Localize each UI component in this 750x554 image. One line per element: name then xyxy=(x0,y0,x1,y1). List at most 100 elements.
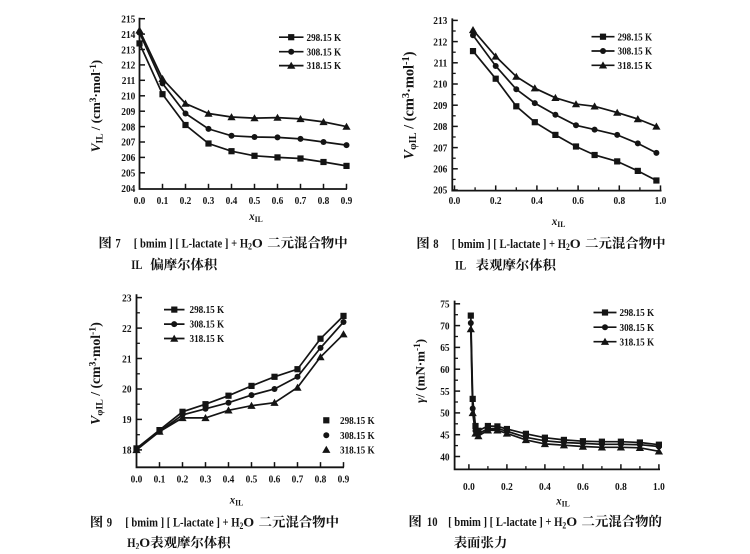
svg-text:318.15 K: 318.15 K xyxy=(618,60,653,72)
svg-text:211: 211 xyxy=(122,75,136,87)
svg-text:O: O xyxy=(243,516,254,530)
svg-text:0.3: 0.3 xyxy=(200,473,212,485)
svg-text:0.9: 0.9 xyxy=(341,195,353,207)
svg-text:206: 206 xyxy=(121,152,135,164)
svg-text:0.4: 0.4 xyxy=(223,473,235,485)
svg-text:0.0: 0.0 xyxy=(134,195,146,207)
svg-text:204: 204 xyxy=(121,183,135,195)
svg-text:205: 205 xyxy=(121,168,135,180)
svg-text:298.15 K: 298.15 K xyxy=(307,32,342,44)
svg-text:205: 205 xyxy=(433,185,447,197)
svg-text:0.4: 0.4 xyxy=(226,195,238,207)
svg-text:IL: IL xyxy=(562,499,571,508)
svg-text:298.15 K: 298.15 K xyxy=(190,304,225,316)
svg-text:215: 215 xyxy=(121,13,135,25)
svg-text:50: 50 xyxy=(440,408,450,420)
svg-text:O: O xyxy=(570,237,581,251)
svg-text:22: 22 xyxy=(122,323,132,335)
svg-text:0.2: 0.2 xyxy=(501,481,513,493)
svg-text:[ bmim ] [ L-lactate ] + H: [ bmim ] [ L-lactate ] + H xyxy=(134,236,249,250)
svg-text:207: 207 xyxy=(433,142,447,154)
svg-text:19: 19 xyxy=(122,414,132,426)
svg-text:x: x xyxy=(248,211,255,223)
svg-text:0.6: 0.6 xyxy=(269,473,281,485)
svg-text:318.15 K: 318.15 K xyxy=(307,60,342,72)
svg-text:40: 40 xyxy=(440,451,450,463)
svg-text:209: 209 xyxy=(433,100,447,112)
svg-text:9: 9 xyxy=(107,516,112,530)
svg-text:[ bmim ] [ L-lactate ] + H: [ bmim ] [ L-lactate ] + H xyxy=(125,516,240,530)
svg-text:308.15 K: 308.15 K xyxy=(190,319,225,331)
svg-text:207: 207 xyxy=(121,137,135,149)
svg-text:212: 212 xyxy=(433,36,447,48)
svg-text:298.15 K: 298.15 K xyxy=(618,31,653,43)
svg-text:O: O xyxy=(566,515,577,529)
svg-text:2: 2 xyxy=(239,521,243,531)
svg-text:0.8: 0.8 xyxy=(613,195,625,207)
svg-text:[ bmim ] [ L-lactate ] + H: [ bmim ] [ L-lactate ] + H xyxy=(452,237,567,251)
svg-text:55: 55 xyxy=(440,386,450,398)
svg-text:213: 213 xyxy=(121,44,135,56)
svg-text:206: 206 xyxy=(433,164,447,176)
svg-text:VφIL / (cm3·mol-1): VφIL / (cm3·mol-1) xyxy=(401,51,419,159)
svg-text:0.6: 0.6 xyxy=(577,481,589,493)
svg-text:318.15 K: 318.15 K xyxy=(340,444,375,456)
svg-text:O: O xyxy=(252,236,263,250)
svg-text:0.8: 0.8 xyxy=(615,481,627,493)
svg-text:0.3: 0.3 xyxy=(203,195,215,207)
svg-text:1.0: 1.0 xyxy=(653,481,665,493)
svg-text:x: x xyxy=(551,216,558,228)
svg-text:308.15 K: 308.15 K xyxy=(618,46,653,58)
svg-text:18: 18 xyxy=(122,445,132,457)
svg-text:208: 208 xyxy=(433,121,447,133)
svg-text:IL: IL xyxy=(557,220,566,229)
svg-text:0.0: 0.0 xyxy=(131,473,143,485)
svg-text:318.15 K: 318.15 K xyxy=(190,333,225,345)
svg-text:308.15 K: 308.15 K xyxy=(620,322,655,334)
svg-text:308.15 K: 308.15 K xyxy=(340,430,375,442)
svg-text:0.8: 0.8 xyxy=(318,195,330,207)
svg-text:21: 21 xyxy=(122,353,131,365)
svg-text:70: 70 xyxy=(440,320,450,332)
svg-text:0.4: 0.4 xyxy=(539,481,551,493)
svg-text:318.15 K: 318.15 K xyxy=(620,336,655,348)
svg-text:0.2: 0.2 xyxy=(490,195,502,207)
svg-text:1.0: 1.0 xyxy=(655,195,667,207)
svg-text:208: 208 xyxy=(121,121,135,133)
svg-text:7: 7 xyxy=(115,236,120,250)
svg-text:0.1: 0.1 xyxy=(157,195,169,207)
svg-text:8: 8 xyxy=(433,237,438,251)
svg-text:IL: IL xyxy=(455,259,466,273)
svg-text:210: 210 xyxy=(433,79,447,91)
svg-text:0.5: 0.5 xyxy=(246,473,258,485)
svg-text:298.15 K: 298.15 K xyxy=(340,415,375,427)
svg-text:65: 65 xyxy=(440,342,450,354)
svg-text:75: 75 xyxy=(440,299,450,311)
svg-text:209: 209 xyxy=(121,106,135,118)
svg-text:0.6: 0.6 xyxy=(272,195,284,207)
svg-text:H: H xyxy=(127,536,135,549)
svg-text:0.6: 0.6 xyxy=(572,195,584,207)
svg-text:0.9: 0.9 xyxy=(338,473,350,485)
svg-text:0.7: 0.7 xyxy=(295,195,307,207)
svg-text:10: 10 xyxy=(427,515,438,529)
svg-text:45: 45 xyxy=(440,429,450,441)
svg-text:211: 211 xyxy=(434,58,448,70)
svg-text:x: x xyxy=(229,494,236,506)
svg-text:212: 212 xyxy=(121,60,135,72)
svg-text:2: 2 xyxy=(248,242,252,252)
svg-text:0.7: 0.7 xyxy=(292,473,304,485)
svg-text:x: x xyxy=(555,495,562,507)
svg-text:210: 210 xyxy=(121,90,135,102)
svg-text:2: 2 xyxy=(135,541,139,549)
svg-text:0.5: 0.5 xyxy=(249,195,261,207)
svg-text:[ bmim ] [ L-lactate ] + H: [ bmim ] [ L-lactate ] + H xyxy=(448,515,563,529)
svg-text:2: 2 xyxy=(566,242,570,252)
svg-text:213: 213 xyxy=(433,15,447,27)
svg-text:0.0: 0.0 xyxy=(449,195,461,207)
svg-text:VφIL / (cm3·mol-1): VφIL / (cm3·mol-1) xyxy=(88,322,106,425)
svg-text:γ/ (mN·m-1): γ/ (mN·m-1) xyxy=(412,339,427,403)
svg-text:0.2: 0.2 xyxy=(180,195,192,207)
svg-text:2: 2 xyxy=(562,520,566,530)
svg-text:298.15 K: 298.15 K xyxy=(620,307,655,319)
